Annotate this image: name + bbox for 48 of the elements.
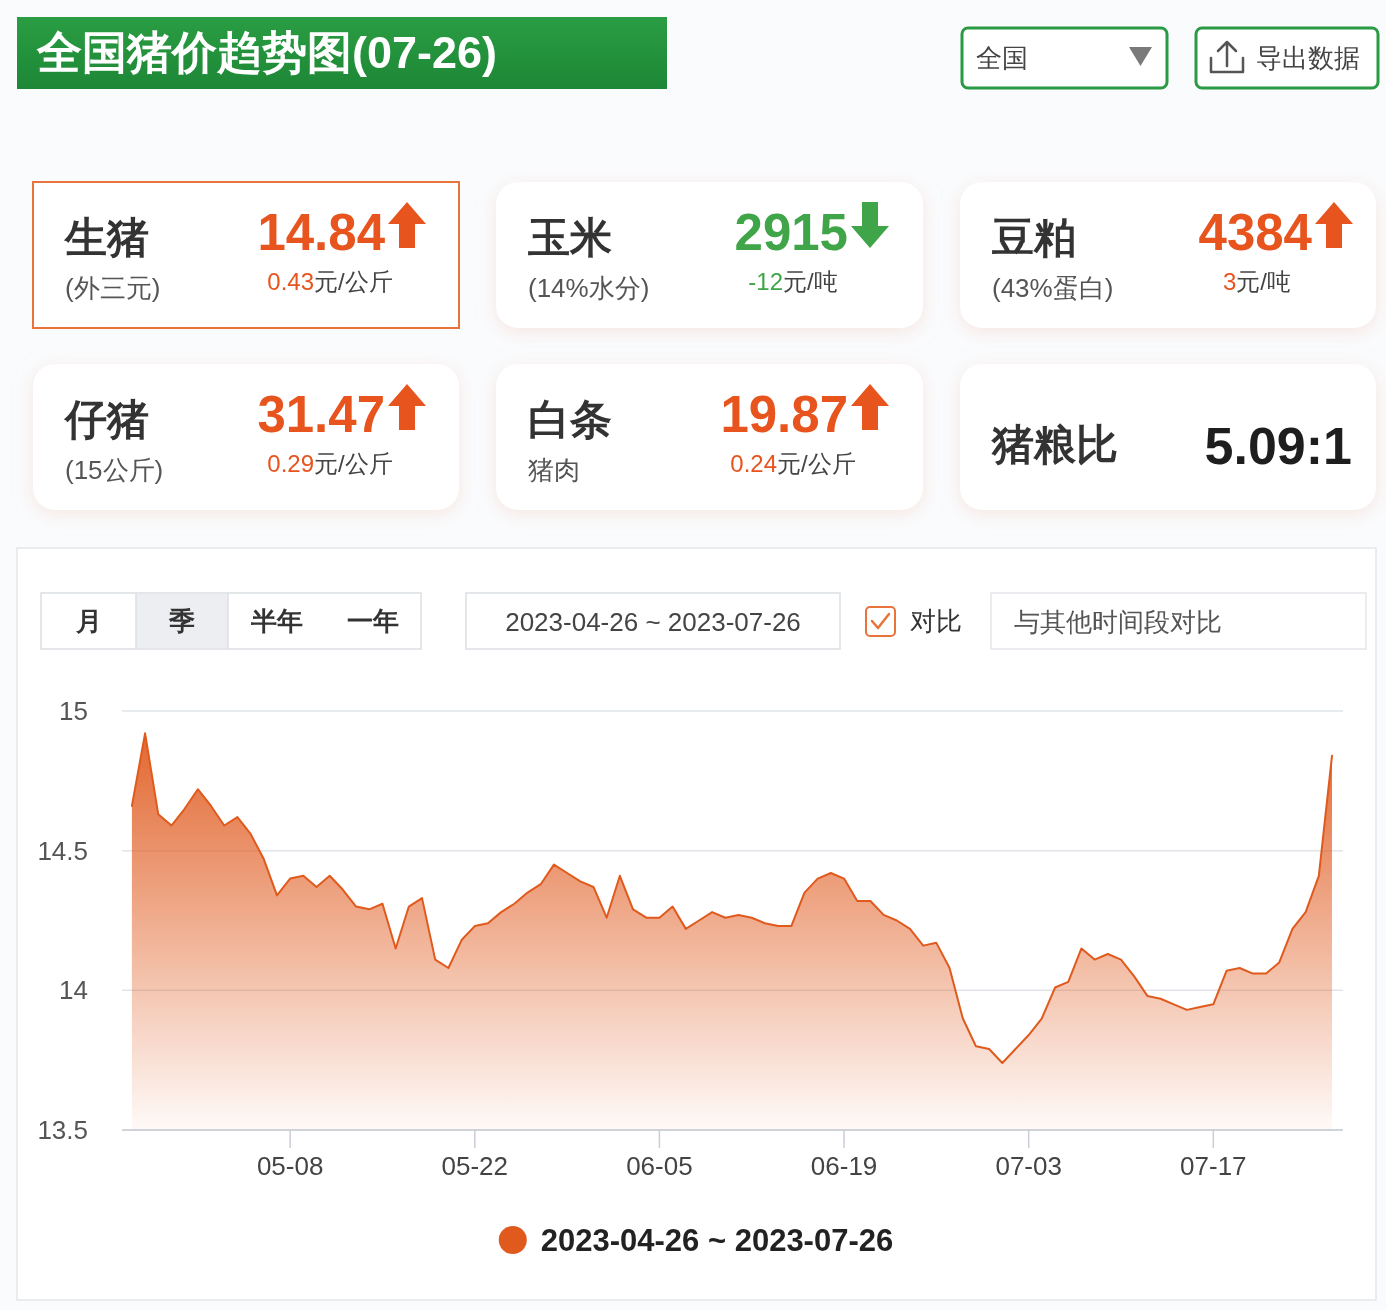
text: 元/公斤: [314, 450, 393, 477]
data-label: 3: [1222, 268, 1237, 295]
x-tick-label: 07-17: [1180, 1151, 1247, 1181]
data-label: 0.24: [730, 450, 778, 477]
text: 2023-04-26 ~ 2023-07-26: [505, 607, 801, 637]
text: 导出数据: [1256, 43, 1360, 73]
text: 白条: [528, 396, 612, 443]
text: 玉米: [527, 214, 612, 261]
text: 季: [168, 606, 195, 636]
text: 猪粮比: [991, 421, 1118, 468]
x-tick-label: 05-08: [256, 1151, 324, 1181]
legend-label: 2023-04-26 ~ 2023-07-26: [540, 1223, 894, 1258]
text: 一年: [347, 606, 399, 636]
text: (14%水分): [528, 273, 650, 303]
text: 生猪: [63, 214, 149, 261]
data-label: 14.84: [257, 204, 386, 261]
text: 5.09:1: [1204, 417, 1352, 475]
text: 元/吨: [1236, 268, 1292, 295]
data-label: 2915: [734, 204, 848, 261]
text: (43%蛋白): [992, 273, 1114, 303]
text: 猪肉: [528, 455, 580, 485]
text: 元/吨: [783, 268, 838, 295]
data-label: 4384: [1198, 204, 1313, 261]
data-label: 19.87: [720, 386, 848, 443]
text: 全国猪价趋势图(07-26): [36, 27, 498, 78]
text: 与其他时间段对比: [1014, 607, 1222, 637]
text: (15公斤): [65, 455, 164, 485]
data-label: 31.47: [257, 386, 385, 443]
text: 元/公斤: [314, 268, 393, 295]
x-tick-label: 05-22: [441, 1151, 509, 1181]
text: 月: [74, 606, 102, 636]
y-tick-label: 15: [59, 696, 88, 726]
text: (外三元): [65, 273, 161, 303]
x-tick-label: 06-19: [810, 1151, 878, 1181]
data-label: 0.29: [267, 450, 315, 477]
data-label: 0.43: [267, 268, 315, 295]
y-tick-label: 14.5: [37, 835, 88, 866]
data-label: -12: [748, 268, 784, 295]
text: 全国: [976, 43, 1028, 73]
text: 豆粕: [992, 214, 1076, 261]
text: 对比: [910, 606, 962, 636]
x-tick-label: 06-05: [626, 1151, 693, 1181]
x-tick-label: 07-03: [995, 1151, 1062, 1181]
y-tick-label: 13.5: [37, 1115, 88, 1145]
y-tick-label: 14: [59, 975, 88, 1006]
text: 仔猪: [63, 396, 149, 443]
text: 半年: [249, 606, 303, 636]
text: 元/公斤: [777, 450, 856, 477]
